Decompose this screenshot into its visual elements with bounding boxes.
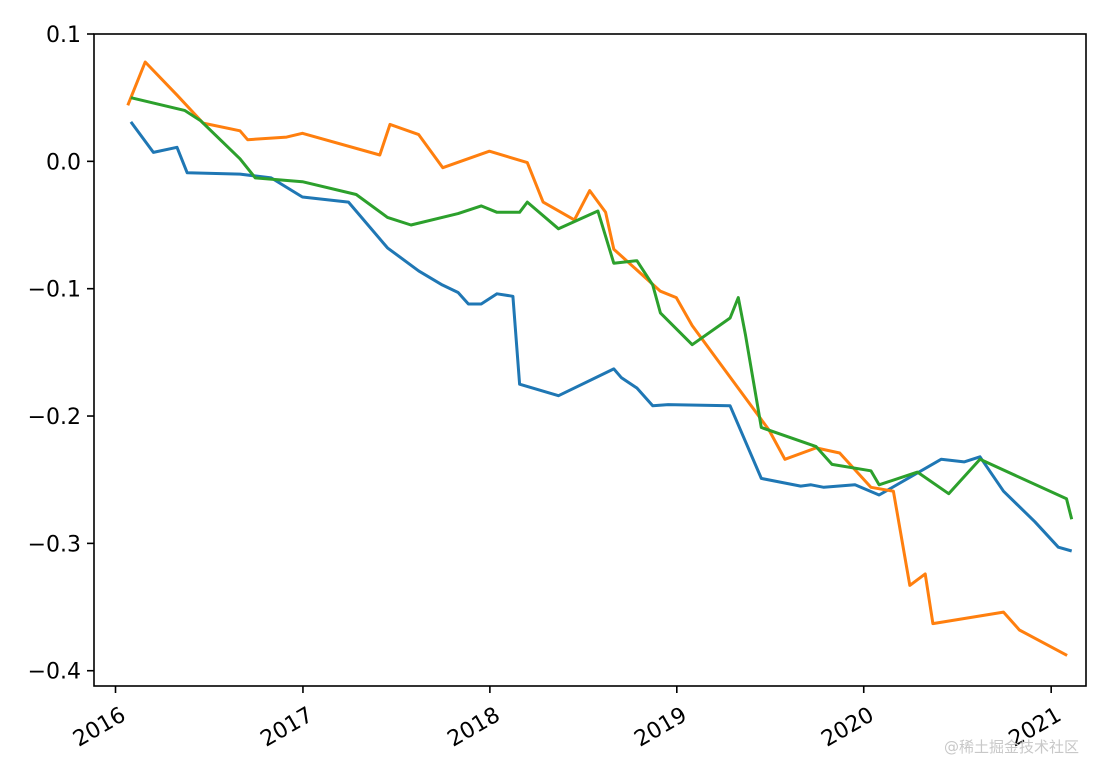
y-tick-label: 0.1 [46, 23, 81, 48]
series-line-1 [129, 121, 1073, 553]
y-tick-label: 0.0 [46, 150, 81, 175]
series-line-3 [130, 96, 1074, 520]
series-layer [126, 60, 1074, 657]
x-tick-label: 2020 [817, 703, 878, 753]
x-axis: 2016 2017 2018 2019 2020 2021 [69, 686, 1066, 752]
x-tick-label: 2019 [630, 703, 691, 753]
y-tick-label: −0.4 [28, 660, 81, 685]
x-tick-label: 2018 [443, 703, 504, 753]
y-tick-label: −0.2 [28, 405, 81, 430]
y-tick-label: −0.1 [28, 278, 81, 303]
series-line-2 [126, 60, 1068, 657]
y-axis: 0.1 0.0 −0.1 −0.2 −0.3 −0.4 [28, 23, 94, 685]
watermark: @稀土掘金技术社区 [943, 738, 1079, 756]
x-tick-label: 2017 [257, 703, 318, 753]
y-tick-label: −0.3 [28, 532, 81, 557]
plot-frame [93, 33, 1087, 687]
x-tick-label: 2016 [69, 703, 130, 753]
